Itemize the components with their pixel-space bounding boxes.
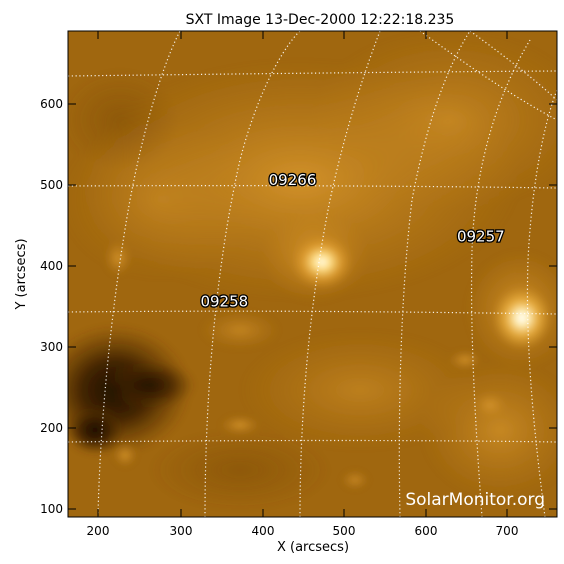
active-region-label[interactable]: 09266 [267,170,317,191]
y-axis-tick-labels: 100 200 300 400 500 600 [40,97,63,516]
y-tick-label: 200 [40,421,63,435]
y-tick-label: 300 [40,340,63,354]
x-tick-label: 300 [170,524,193,538]
y-tick-label: 100 [40,502,63,516]
x-tick-label: 400 [252,524,275,538]
active-region-label[interactable]: 09257 [456,226,506,247]
solarmonitor-watermark: SolarMonitor.org [405,490,545,510]
y-axis-label: Y (arcsecs) [14,238,29,310]
solar-xray-image [68,31,557,517]
plot-frame [67,30,558,518]
x-tick-label: 200 [87,524,110,538]
x-tick-label: 500 [333,524,356,538]
x-tick-label: 600 [415,524,438,538]
x-axis-label: X (arcsecs) [277,540,349,555]
heliographic-grid [68,31,557,517]
image-title: SXT Image 13-Dec-2000 12:22:18.235 [186,12,455,28]
y-tick-label: 400 [40,259,63,273]
active-region-labels: 09266 09257 09258 [199,170,506,312]
y-tick-label: 500 [40,178,63,192]
tick-marks [68,31,557,517]
y-tick-label: 600 [40,97,63,111]
x-axis-tick-labels: 200 300 400 500 600 700 [87,524,519,538]
active-region-label[interactable]: 09258 [199,291,249,312]
x-tick-label: 700 [496,524,519,538]
